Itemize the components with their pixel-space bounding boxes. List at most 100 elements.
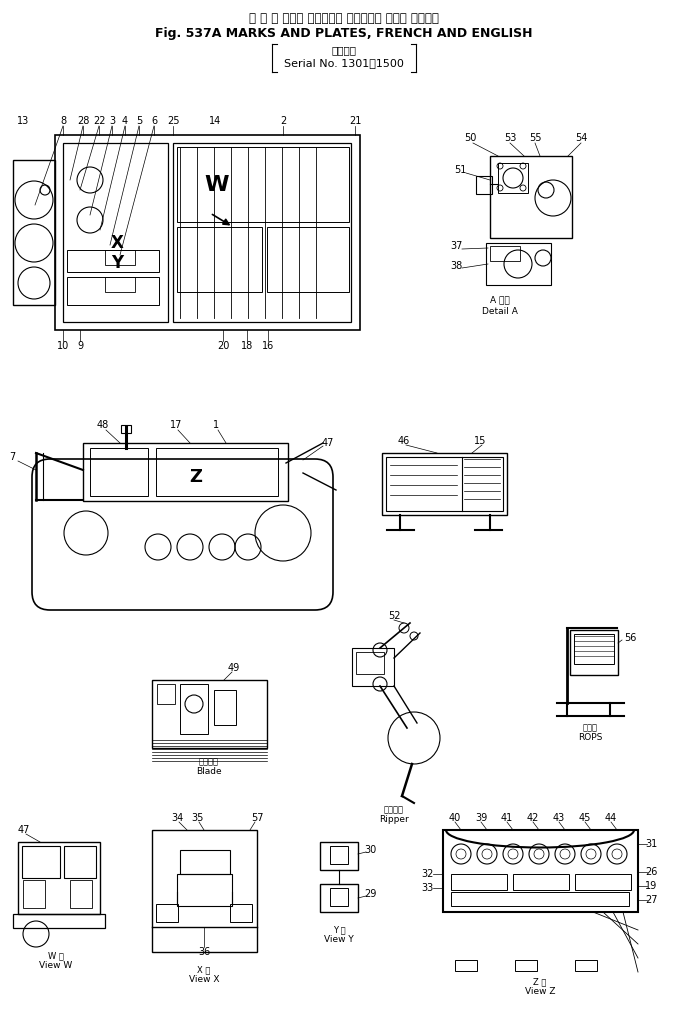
Text: Y 構: Y 構 (333, 926, 345, 935)
Bar (105, 250, 135, 265)
Bar (443, 830, 638, 912)
Bar (90, 448, 148, 496)
Bar (320, 884, 358, 912)
Bar (18, 842, 100, 914)
Bar (356, 652, 384, 674)
Text: 57: 57 (250, 813, 264, 823)
Text: 27: 27 (645, 895, 657, 906)
Bar (230, 904, 252, 922)
Bar (70, 880, 92, 908)
Text: 55: 55 (529, 133, 541, 143)
Bar (486, 243, 551, 285)
Bar (455, 960, 477, 971)
Text: 17: 17 (170, 420, 182, 430)
Text: 47: 47 (18, 825, 30, 835)
Text: 4: 4 (122, 116, 128, 126)
Text: 53: 53 (504, 133, 516, 143)
Bar (180, 684, 208, 734)
Bar (498, 163, 528, 193)
Bar (476, 176, 492, 194)
Text: View Z: View Z (525, 988, 555, 997)
Text: 9: 9 (77, 341, 83, 351)
Text: 49: 49 (228, 663, 240, 673)
Text: ロプス: ロプス (583, 724, 597, 732)
Bar (83, 443, 288, 501)
Text: 28: 28 (77, 116, 89, 126)
Bar (451, 874, 507, 890)
Text: リッパー: リッパー (384, 805, 404, 814)
Text: View W: View W (39, 961, 73, 970)
Text: マ ー ク および ブレート． フランス語 および 英　　語: マ ー ク および ブレート． フランス語 および 英 語 (249, 11, 439, 24)
Bar (382, 453, 507, 515)
Text: 19: 19 (645, 881, 657, 891)
Text: 1: 1 (213, 420, 219, 430)
Bar (23, 880, 45, 908)
Text: 5: 5 (136, 116, 142, 126)
Text: 26: 26 (645, 867, 657, 877)
Bar (152, 830, 257, 952)
Text: 56: 56 (624, 633, 636, 643)
Text: X: X (111, 234, 123, 252)
Text: 35: 35 (191, 813, 203, 823)
Bar (570, 630, 618, 675)
Bar (330, 888, 348, 906)
Bar (214, 690, 236, 725)
Bar (267, 227, 349, 292)
Text: 52: 52 (388, 611, 400, 621)
Bar (156, 448, 278, 496)
Text: 37: 37 (450, 241, 462, 251)
Text: 46: 46 (398, 436, 410, 446)
Bar (180, 850, 230, 874)
Text: 22: 22 (93, 116, 105, 126)
Text: 47: 47 (322, 438, 334, 448)
Text: Serial No. 1301～1500: Serial No. 1301～1500 (284, 58, 404, 68)
Text: 44: 44 (605, 813, 617, 823)
Text: 39: 39 (475, 813, 487, 823)
Bar (173, 143, 351, 322)
Bar (55, 135, 360, 330)
Text: 21: 21 (349, 116, 361, 126)
Text: 51: 51 (454, 165, 466, 175)
Bar (574, 634, 614, 664)
Text: 適用号機: 適用号機 (332, 45, 356, 55)
Bar (575, 874, 631, 890)
Bar (13, 160, 55, 305)
Bar (156, 904, 178, 922)
Bar (490, 156, 572, 238)
Text: Z 構: Z 構 (533, 977, 547, 987)
Text: Ripper: Ripper (379, 815, 409, 824)
Text: 54: 54 (574, 133, 587, 143)
Text: 3: 3 (109, 116, 115, 126)
Text: 6: 6 (151, 116, 157, 126)
Text: 8: 8 (60, 116, 66, 126)
Bar (63, 143, 168, 322)
Text: View Y: View Y (324, 936, 354, 944)
Bar (451, 892, 629, 906)
Bar (177, 147, 349, 222)
Text: 45: 45 (579, 813, 591, 823)
Text: 2: 2 (280, 116, 286, 126)
Text: Detail A: Detail A (482, 306, 518, 315)
Bar (67, 277, 159, 305)
Text: View X: View X (189, 975, 219, 985)
Text: 50: 50 (464, 133, 476, 143)
Bar (515, 960, 537, 971)
Bar (386, 457, 503, 511)
Bar (513, 874, 569, 890)
Bar (330, 846, 348, 864)
Text: 20: 20 (217, 341, 229, 351)
Text: 7: 7 (9, 452, 15, 462)
Bar (157, 684, 175, 704)
Text: 41: 41 (501, 813, 513, 823)
Text: 30: 30 (364, 845, 376, 855)
Bar (13, 914, 105, 928)
Text: 29: 29 (364, 889, 376, 899)
Text: Fig. 537A MARKS AND PLATES, FRENCH AND ENGLISH: Fig. 537A MARKS AND PLATES, FRENCH AND E… (155, 26, 533, 40)
Text: 43: 43 (553, 813, 565, 823)
Text: 10: 10 (57, 341, 69, 351)
Bar (64, 846, 96, 878)
Text: 36: 36 (198, 947, 210, 957)
Text: 16: 16 (262, 341, 274, 351)
Text: W 構: W 構 (48, 951, 64, 960)
Text: 32: 32 (421, 869, 433, 879)
